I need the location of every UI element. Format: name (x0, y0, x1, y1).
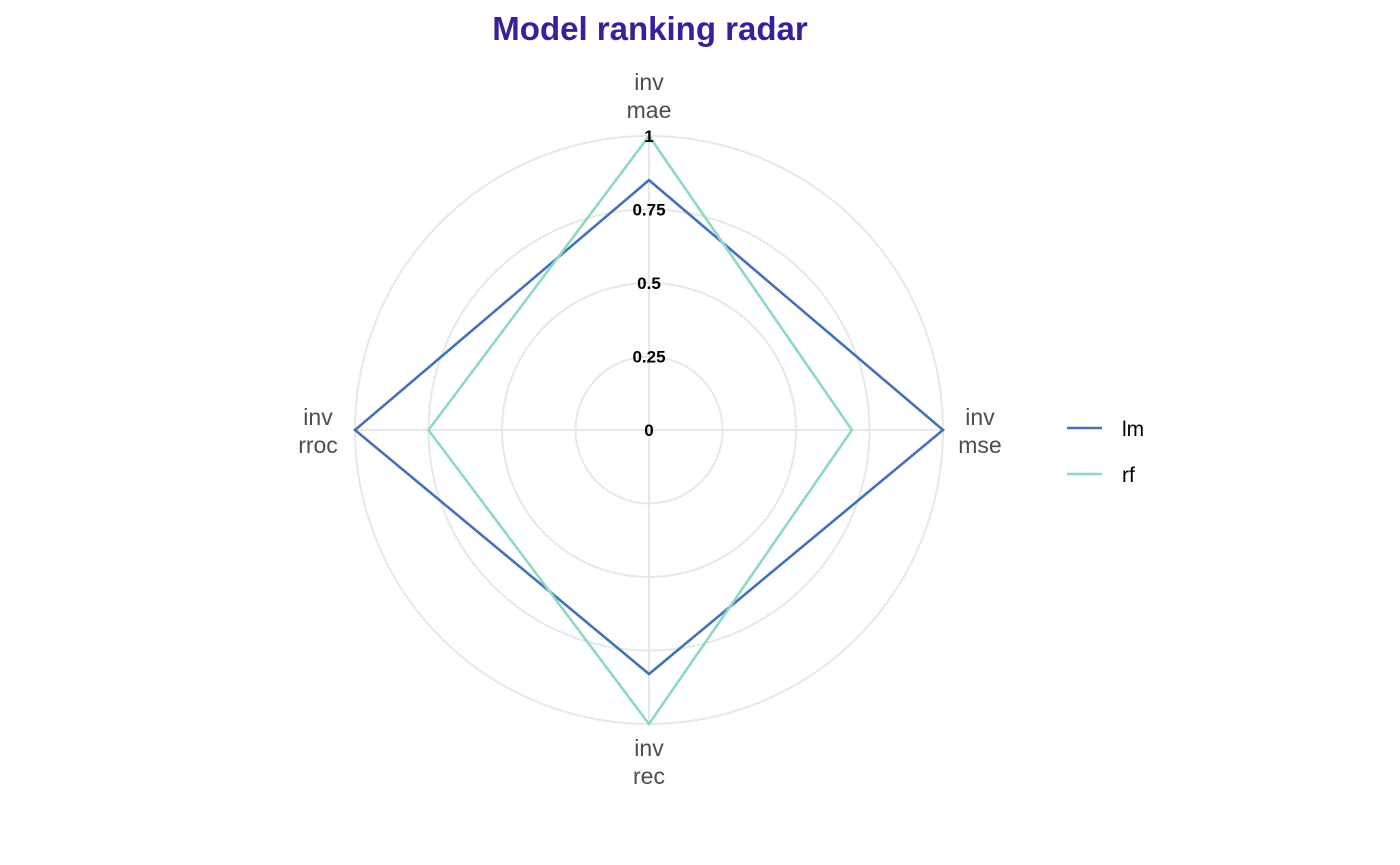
axis-label-3-line1: inv (303, 404, 333, 430)
tick-label-2: 0.5 (637, 274, 661, 293)
axis-label-2-line2: rec (633, 763, 665, 789)
chart-title: Model ranking radar (492, 10, 808, 47)
tick-label-0: 0 (644, 421, 653, 440)
axis-label-0-line1: inv (634, 69, 664, 95)
legend-item-rf: rf (1067, 464, 1135, 487)
axis-label-3-line2: rroc (298, 432, 338, 458)
tick-label-3: 0.75 (632, 201, 665, 220)
legend-label-rf: rf (1122, 464, 1135, 487)
tick-label-4: 1 (644, 127, 653, 146)
axis-label-2-line1: inv (634, 735, 664, 761)
axis-label-1-line1: inv (965, 404, 995, 430)
legend-item-lm: lm (1067, 418, 1144, 441)
axis-label-1-line2: mse (958, 432, 1001, 458)
legend: lm rf (1067, 418, 1144, 487)
tick-label-1: 0.25 (632, 348, 665, 367)
legend-label-lm: lm (1122, 418, 1144, 441)
axis-label-0-line2: mae (627, 97, 672, 123)
